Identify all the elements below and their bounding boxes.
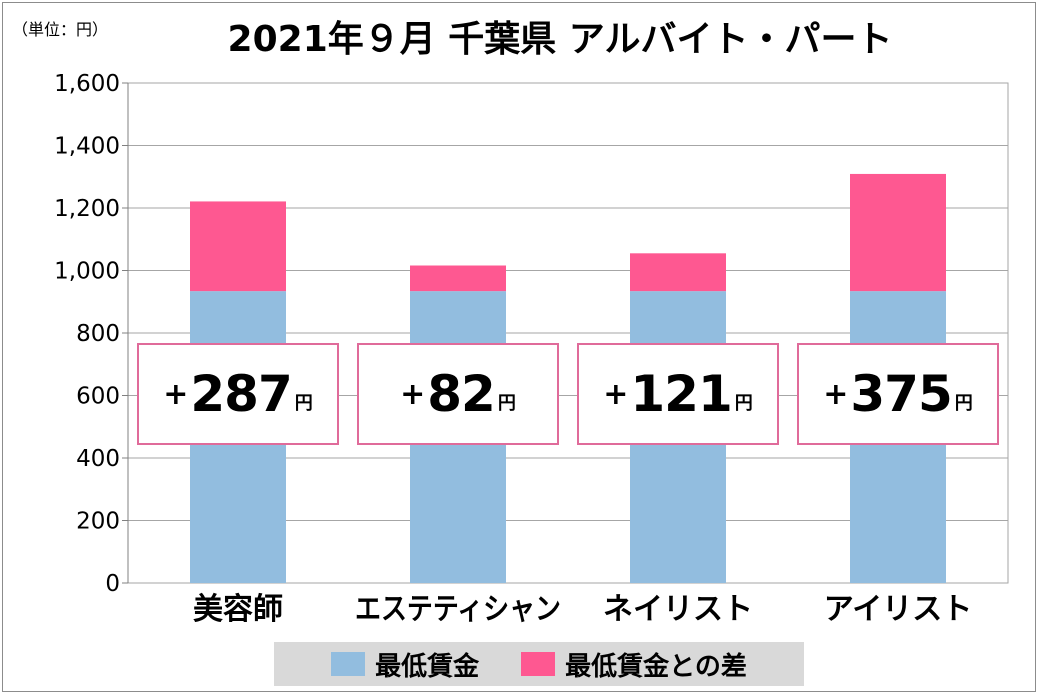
difference-sign: + (823, 376, 849, 412)
y-tick-label: 800 (76, 321, 120, 347)
x-tick-label: ネイリスト (603, 592, 753, 627)
axes: 0 200 400 600 800 1,000 1,200 1,400 1,600 美容師 エステテ… (54, 71, 972, 627)
y-tick-label: 1,200 (54, 196, 120, 222)
difference-value: 375 (850, 365, 952, 423)
y-tick-label: 1,600 (54, 71, 120, 97)
x-tick-label: アイリスト (824, 592, 973, 627)
difference-unit: 円 (954, 393, 973, 414)
difference-label-box: +82 円 (357, 343, 559, 445)
unit-label: （単位：円） (12, 20, 109, 39)
bar-difference (630, 253, 726, 292)
difference-value: 287 (190, 365, 292, 423)
y-tick-label: 400 (76, 446, 120, 472)
y-tick-label: 1,400 (54, 134, 120, 160)
difference-sign: + (163, 376, 189, 412)
x-tick-label: 美容師 (193, 592, 283, 627)
difference-label-box: +287 円 (137, 343, 339, 445)
bar-chart: 0 200 400 600 800 1,000 1,200 1,400 1,600 美容師 エステテ… (54, 71, 1009, 627)
difference-sign: + (603, 376, 629, 412)
legend-swatch-minimum-wage (331, 652, 366, 676)
difference-unit: 円 (294, 393, 313, 414)
y-tick-label: 200 (76, 509, 120, 535)
y-tick-label: 600 (76, 384, 120, 410)
difference-sign: + (400, 376, 426, 412)
legend-label-difference: 最低賃金との差 (565, 651, 747, 682)
difference-value: 121 (630, 365, 732, 423)
legend-item-difference: 最低賃金との差 (521, 646, 747, 683)
y-tick-label: 1,000 (54, 259, 120, 285)
difference-value: 82 (427, 365, 496, 423)
bar-difference (410, 265, 506, 292)
bar-difference (850, 173, 946, 292)
difference-unit: 円 (734, 393, 753, 414)
legend-swatch-difference (521, 652, 556, 676)
bar-difference (190, 201, 286, 292)
y-tick-label: 0 (105, 571, 120, 597)
difference-label-box: +121 円 (577, 343, 779, 445)
chart-title: 2021年９月 千葉県 アルバイト・パート (227, 19, 893, 60)
legend-label-minimum-wage: 最低賃金 (375, 651, 480, 682)
legend-item-minimum-wage: 最低賃金 (331, 646, 479, 683)
difference-label-box: +375 円 (797, 343, 999, 445)
legend: 最低賃金 最低賃金との差 (274, 642, 804, 686)
x-tick-label: エステティシャン (355, 592, 561, 627)
difference-unit: 円 (497, 393, 516, 414)
